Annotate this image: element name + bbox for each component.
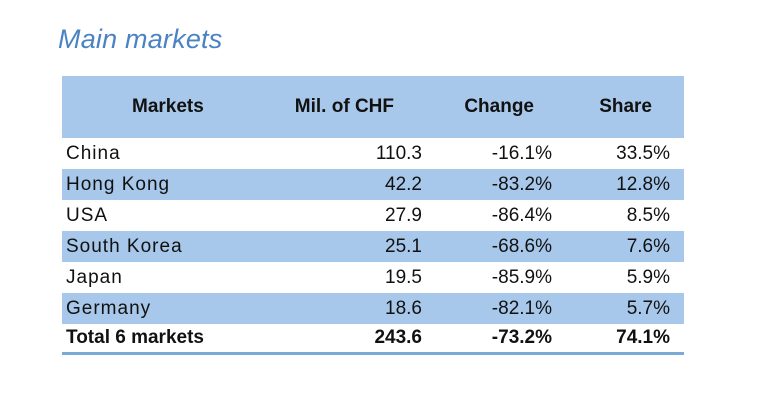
total-share: 74.1% — [616, 327, 670, 348]
cell-share: 33.5% — [616, 142, 670, 164]
cell-market: China — [66, 142, 121, 164]
cell-chf: 19.5 — [385, 266, 422, 288]
cell-chf: 18.6 — [385, 297, 422, 319]
cell-share: 5.9% — [626, 266, 670, 288]
cell-chf: 42.2 — [385, 173, 422, 195]
cell-change: -82.1% — [491, 297, 552, 319]
cell-change: -68.6% — [491, 235, 552, 257]
header-change: Change — [464, 96, 534, 117]
table-row: South Korea 25.1 -68.6% 7.6% — [62, 231, 684, 262]
header-mil-chf: Mil. of CHF — [294, 96, 394, 117]
table-row: USA 27.9 -86.4% 8.5% — [62, 200, 684, 231]
table-row: Hong Kong 42.2 -83.2% 12.8% — [62, 169, 684, 200]
table-header: Markets Mil. of CHF Change Share — [62, 76, 684, 138]
cell-market: Germany — [66, 297, 152, 319]
cell-change: -16.1% — [491, 142, 552, 164]
cell-change: -83.2% — [491, 173, 552, 195]
cell-chf: 27.9 — [385, 204, 422, 226]
cell-market: Japan — [66, 266, 123, 288]
cell-share: 5.7% — [626, 297, 670, 319]
header-share: Share — [599, 96, 652, 117]
cell-chf: 110.3 — [375, 142, 422, 164]
table-row: China 110.3 -16.1% 33.5% — [62, 138, 684, 169]
cell-change: -86.4% — [491, 204, 552, 226]
table-row: Germany 18.6 -82.1% 5.7% — [62, 293, 684, 324]
cell-share: 7.6% — [626, 235, 670, 257]
total-change: -73.2% — [491, 327, 552, 348]
header-markets: Markets — [132, 96, 204, 117]
cell-change: -85.9% — [491, 266, 552, 288]
total-chf: 243.6 — [374, 327, 422, 348]
page-title: Main markets — [58, 24, 223, 54]
markets-table: Markets Mil. of CHF Change Share China 1… — [62, 76, 684, 355]
cell-share: 12.8% — [616, 173, 670, 195]
cell-market: Hong Kong — [66, 173, 171, 195]
cell-market: USA — [66, 204, 109, 226]
table-total-row: Total 6 markets 243.6 -73.2% 74.1% — [62, 324, 684, 355]
cell-chf: 25.1 — [385, 235, 422, 257]
cell-market: South Korea — [66, 235, 183, 257]
cell-share: 8.5% — [626, 204, 670, 226]
table-row: Japan 19.5 -85.9% 5.9% — [62, 262, 684, 293]
total-label: Total 6 markets — [66, 327, 204, 348]
